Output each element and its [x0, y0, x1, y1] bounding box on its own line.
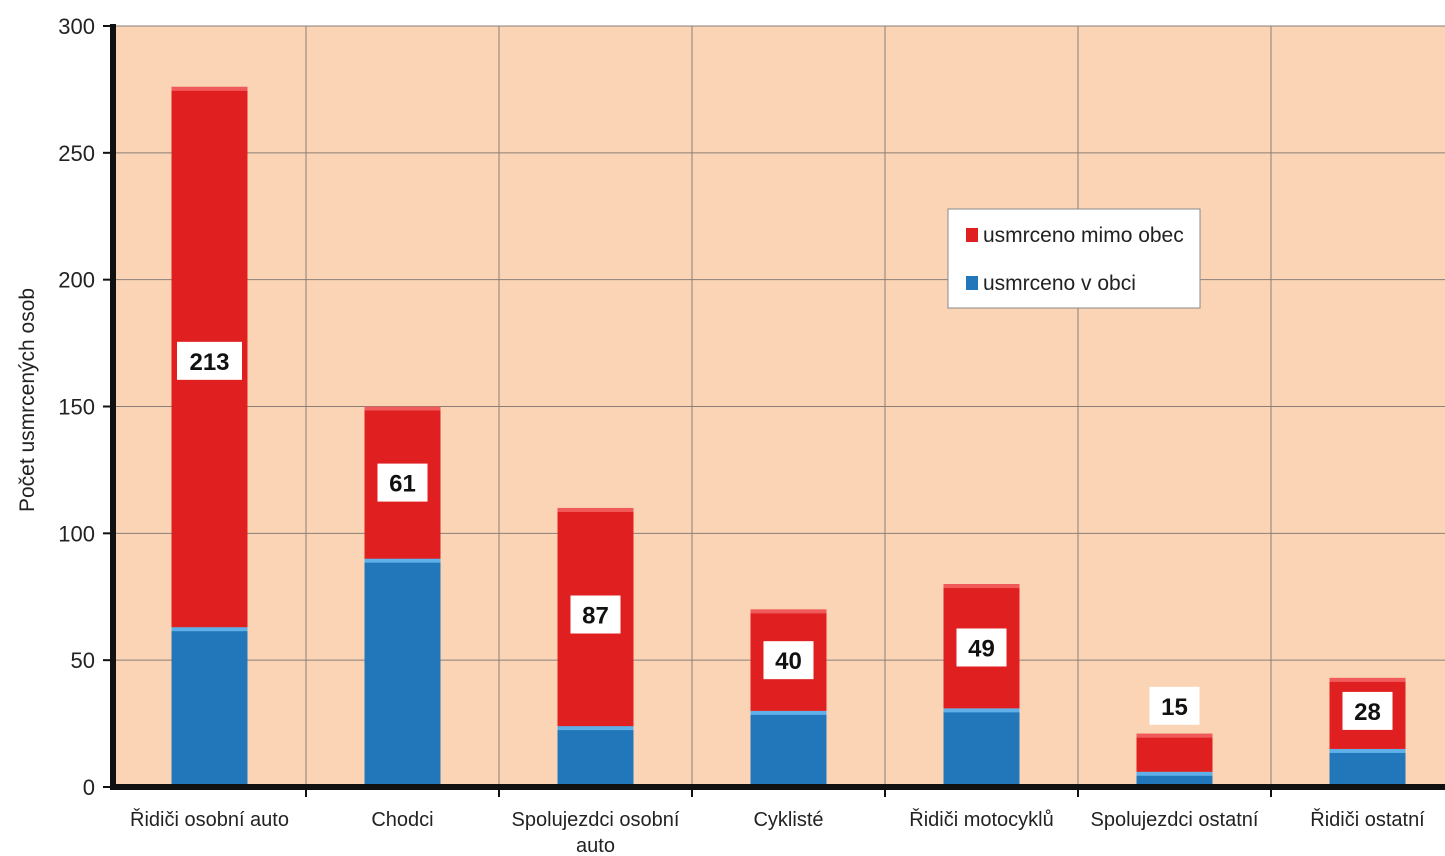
bar-in-town: [557, 726, 634, 787]
bar-in-town: [943, 708, 1020, 787]
bar-highlight: [943, 708, 1020, 713]
data-label: 61: [389, 471, 416, 498]
x-tick-label: Řidiči ostatní: [1310, 808, 1425, 831]
x-tick-label: Řidiči osobní auto: [130, 808, 289, 831]
bar-highlight: [364, 406, 441, 411]
bar-in-town: [1329, 748, 1406, 787]
y-axis-label: Počet usmrcených osob: [16, 288, 39, 512]
bar-highlight: [750, 609, 827, 614]
data-label-box: [570, 595, 621, 634]
x-tick-label: Spolujezdci osobní auto: [512, 809, 680, 856]
bar-highlight: [557, 507, 634, 512]
x-tick-label-line: Řidiči motocyklů: [909, 808, 1053, 831]
x-tick-label: Řidiči motocyklů: [909, 808, 1053, 831]
bar-in-town: [171, 627, 248, 787]
bar-in-town: [364, 558, 441, 787]
x-tick-labels: Řidiči osobní auto Chodci Spolujezdci osob…: [130, 808, 1425, 856]
x-tick-label-line: Spolujezdci ostatní: [1091, 809, 1259, 831]
data-label: 213: [189, 349, 229, 376]
legend-label: usmrceno v obci: [983, 272, 1136, 295]
data-label: 49: [968, 635, 995, 662]
x-tick-label: Cyklisté: [753, 809, 823, 831]
bar-highlight: [750, 710, 827, 715]
legend-swatch: [966, 276, 978, 290]
data-label-box: [377, 463, 428, 502]
data-labels: 213 61 87 40 49 15 28: [177, 341, 1393, 730]
data-label-box: [763, 641, 814, 680]
bar-highlight: [171, 627, 248, 632]
y-tick-label: 300: [58, 14, 95, 39]
data-label-box: [1149, 686, 1200, 725]
data-label-box: [177, 341, 242, 380]
bar-highlight: [171, 86, 248, 91]
legend-swatch: [966, 228, 978, 242]
y-tick-label: 250: [58, 141, 95, 166]
bar-highlight: [557, 726, 634, 731]
x-tick-label-line: Spolujezdci osobní: [512, 809, 680, 831]
y-tick-label: 200: [58, 268, 95, 293]
data-label: 40: [775, 648, 802, 675]
y-tick-label: 150: [58, 395, 95, 420]
gridlines: [113, 25, 1445, 787]
data-label: 15: [1161, 694, 1188, 721]
y-tick-label: 100: [58, 521, 95, 546]
legend-label: usmrceno mimo obec: [983, 224, 1184, 247]
bar-highlight: [1329, 748, 1406, 753]
legend-box: [947, 208, 1201, 309]
x-tick-label-line: Řidiči ostatní: [1310, 808, 1425, 831]
bar-out-of-town: [1136, 733, 1213, 772]
y-tick-label: 0: [83, 775, 95, 800]
bar-highlight: [364, 558, 441, 563]
bar-highlight: [1136, 733, 1213, 738]
data-label: 28: [1354, 699, 1381, 726]
data-label-box: [1342, 691, 1393, 730]
x-tick-label-line: Řidiči osobní auto: [130, 808, 289, 831]
x-tick-label-line: Cyklisté: [753, 809, 823, 831]
x-tick-label: Chodci: [371, 809, 433, 831]
axes: [103, 24, 1445, 797]
x-tick-label: Spolujezdci ostatní: [1091, 809, 1259, 831]
bar-highlight: [943, 584, 1020, 589]
y-tick-labels: 0 50 100 150 200 250 300: [58, 14, 95, 800]
data-label: 87: [582, 603, 609, 630]
bar-highlight: [1136, 771, 1213, 776]
x-tick-label-line: Chodci: [371, 809, 433, 831]
x-tick-label-line: auto: [576, 835, 615, 856]
bars: [171, 86, 1406, 787]
legend: usmrceno mimo obec usmrceno v obci: [947, 208, 1201, 309]
data-label-box: [956, 628, 1007, 667]
bar-in-town: [750, 710, 827, 787]
bar-highlight: [1329, 677, 1406, 682]
y-tick-label: 50: [71, 648, 95, 673]
